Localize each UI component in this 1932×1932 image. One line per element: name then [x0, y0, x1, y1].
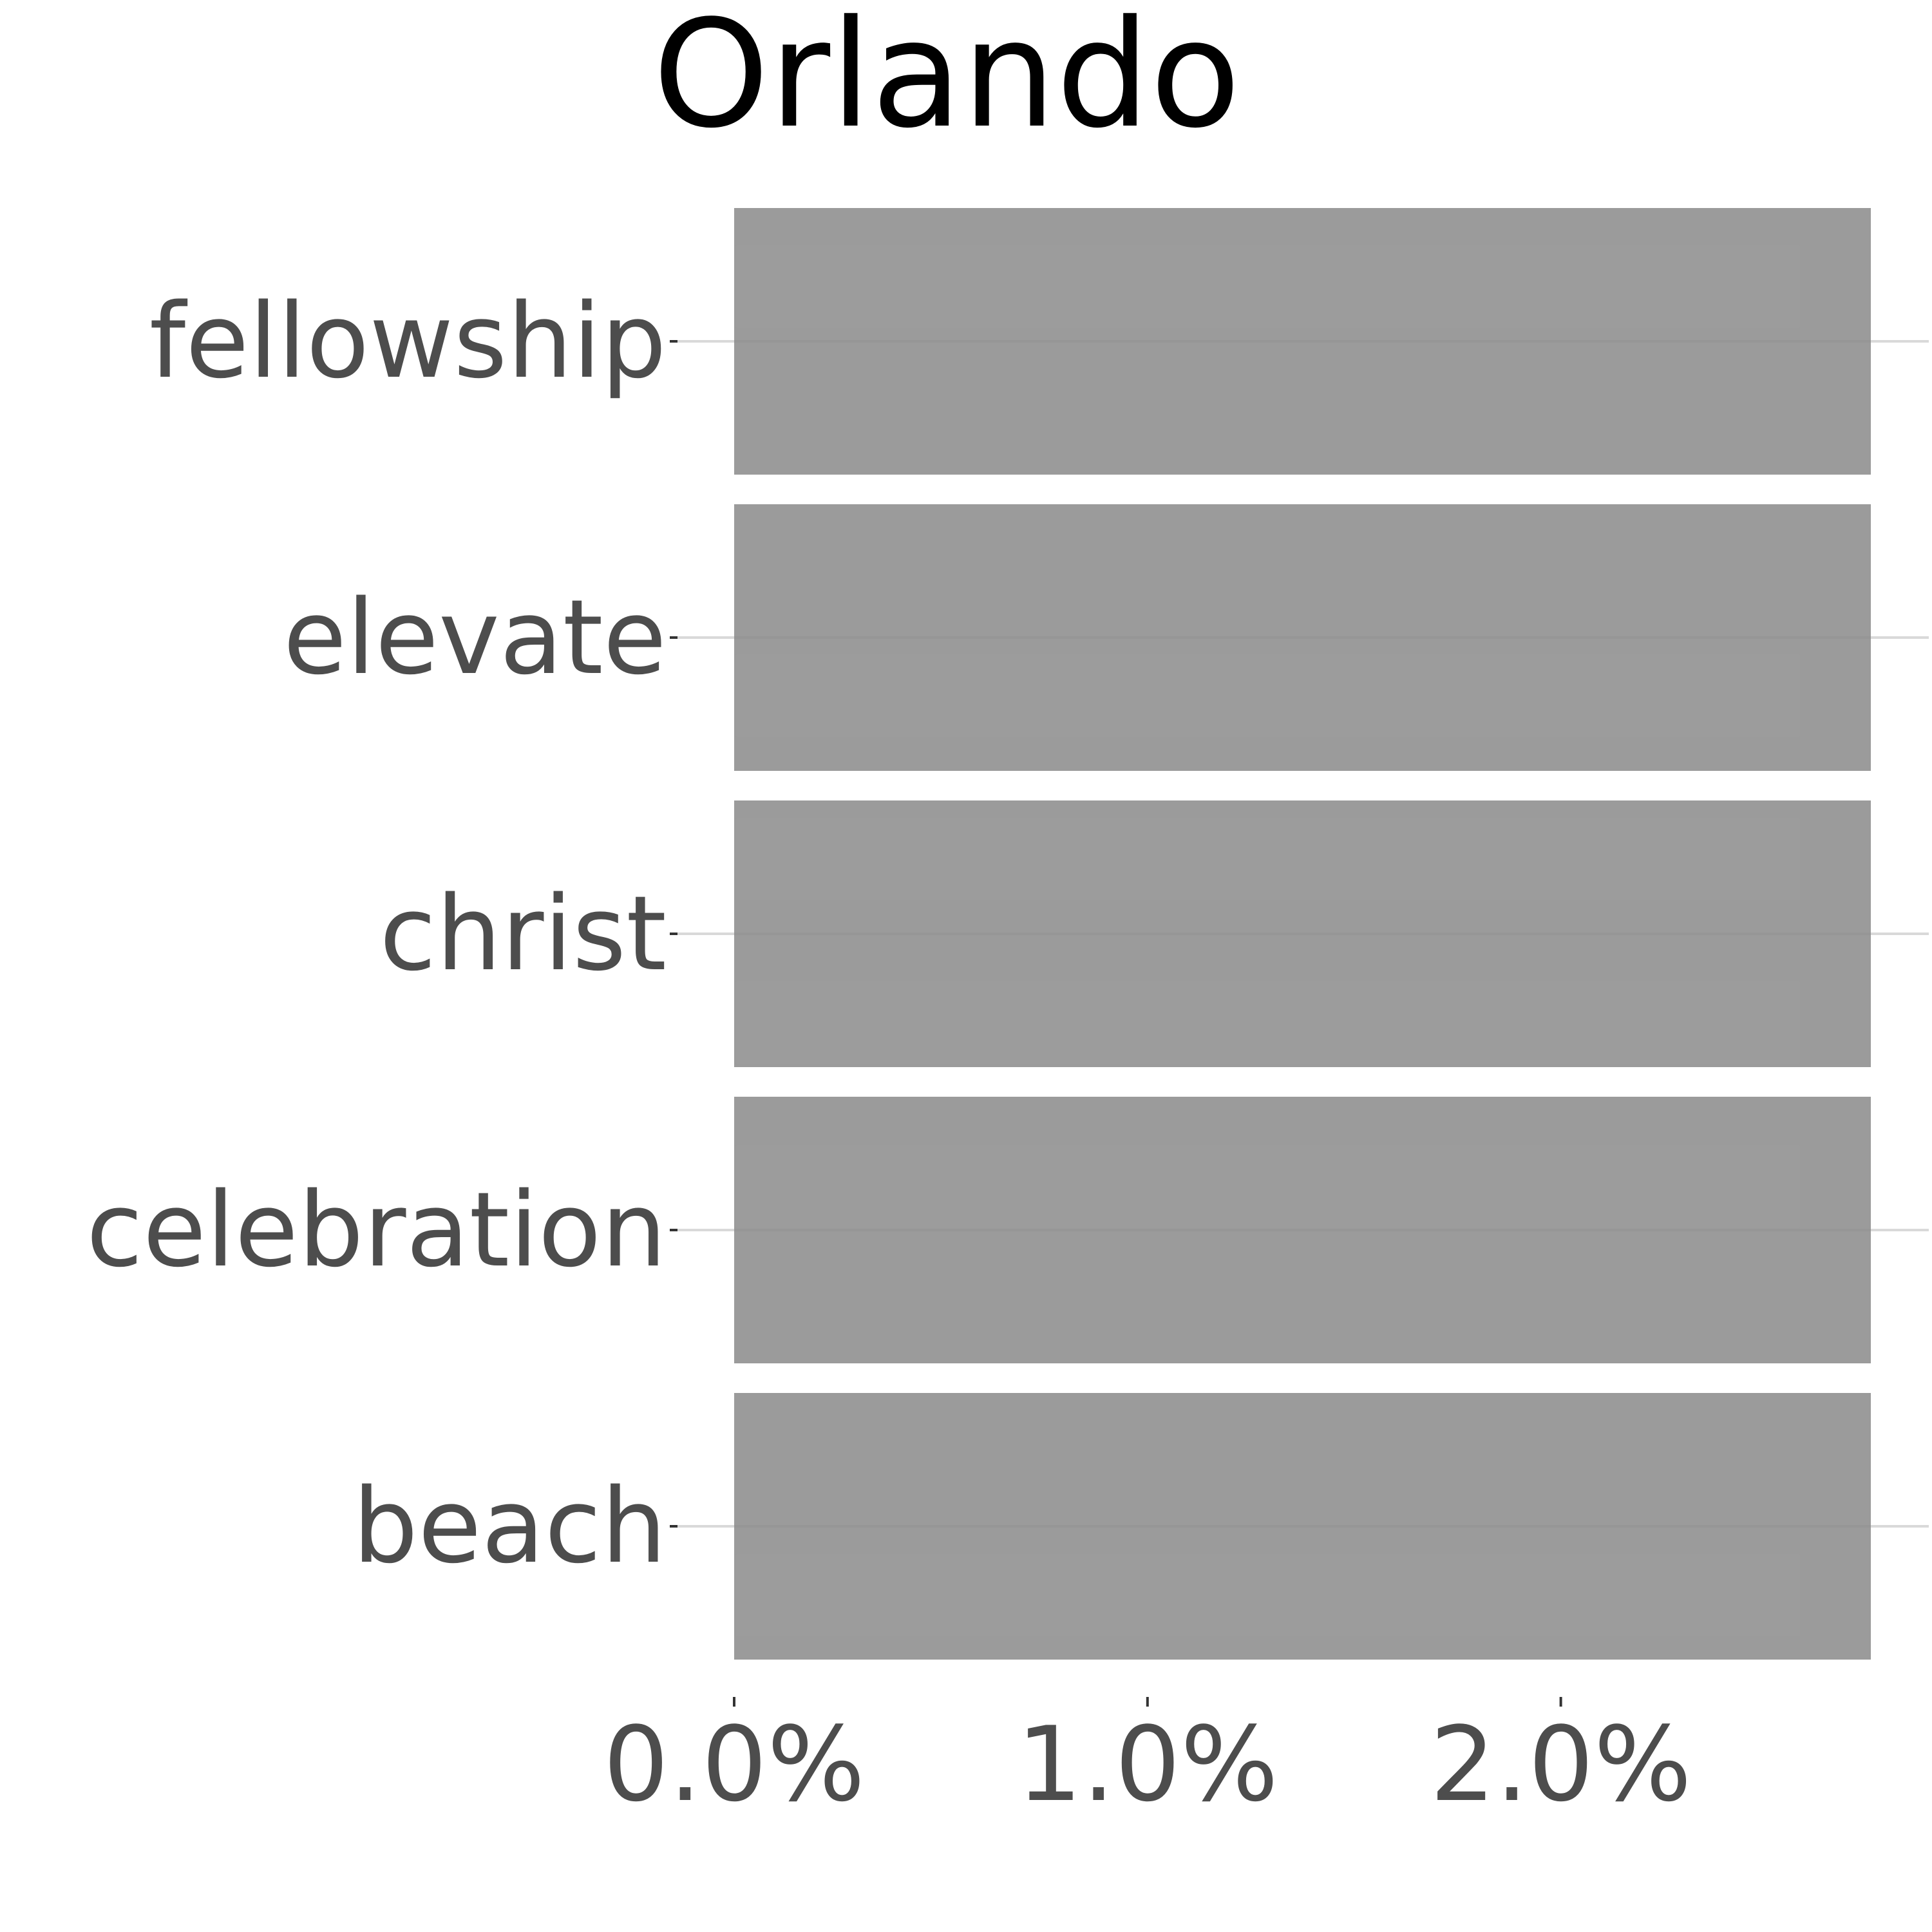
category-label-elevate: elevate — [283, 577, 667, 697]
category-label-beach: beach — [353, 1466, 667, 1586]
bar-beach — [734, 1393, 1871, 1660]
bar-christ — [734, 800, 1871, 1067]
bar-elevate — [734, 504, 1871, 771]
category-label-celebration: celebration — [86, 1170, 667, 1290]
x-tick-label-1: 1.0% — [1017, 1704, 1278, 1824]
x-tick-label-0: 0.0% — [603, 1704, 865, 1824]
bar-celebration — [734, 1097, 1871, 1363]
category-label-christ: christ — [379, 873, 667, 994]
bars — [734, 208, 1871, 1660]
category-label-fellowship: fellowship — [149, 281, 667, 401]
x-axis: 0.0% 1.0% 2.0% — [603, 1697, 1692, 1824]
x-tick-label-2: 2.0% — [1430, 1704, 1691, 1824]
chart-title: Orlando — [653, 0, 1241, 161]
bar-fellowship — [734, 208, 1871, 475]
category-labels: fellowship elevate christ celebration beach — [86, 281, 667, 1586]
